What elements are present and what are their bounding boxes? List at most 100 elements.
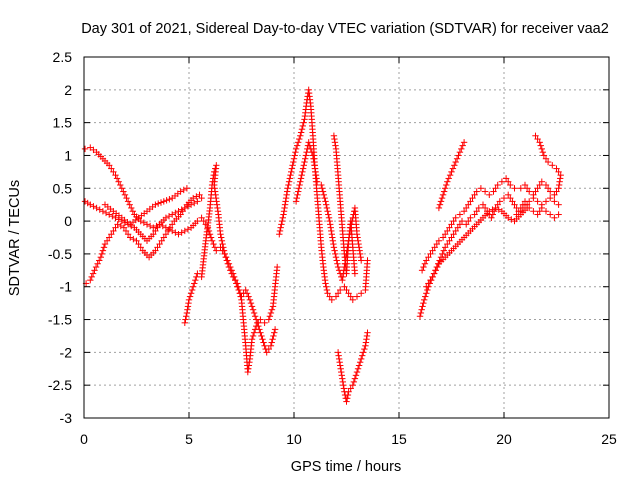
data-point-marker xyxy=(186,293,194,300)
data-point-marker xyxy=(446,237,453,244)
data-point-marker xyxy=(331,135,338,143)
x-tick-label: 20 xyxy=(496,431,512,447)
series-track-a xyxy=(81,144,209,238)
data-point-marker xyxy=(465,201,472,208)
data-point-marker xyxy=(354,234,361,241)
data-point-marker xyxy=(307,145,314,153)
data-point-marker xyxy=(258,332,265,340)
data-point-marker xyxy=(250,329,258,336)
data-point-marker xyxy=(477,185,485,192)
data-point-marker xyxy=(313,178,321,185)
data-point-marker xyxy=(532,188,539,195)
data-point-marker xyxy=(458,145,465,153)
data-point-marker xyxy=(551,214,558,222)
data-point-marker xyxy=(183,309,191,317)
data-point-marker xyxy=(235,286,242,294)
y-axis-label: SDTVAR / TECUs xyxy=(7,180,23,296)
data-point-marker xyxy=(438,194,446,202)
data-point-marker xyxy=(345,388,352,395)
data-point-marker xyxy=(256,326,263,333)
y-tick-label: -0.5 xyxy=(48,246,72,262)
data-point-marker xyxy=(536,208,543,215)
data-point-marker xyxy=(98,250,106,258)
data-point-marker xyxy=(135,240,142,248)
data-point-marker xyxy=(542,198,550,205)
data-point-marker xyxy=(156,240,163,248)
data-point-marker xyxy=(276,231,283,238)
data-point-marker xyxy=(343,398,350,405)
data-point-marker xyxy=(224,257,231,264)
data-point-marker xyxy=(152,227,159,235)
data-point-marker xyxy=(351,375,359,382)
series-track-d xyxy=(101,185,191,228)
data-point-marker xyxy=(435,204,443,212)
y-tick-label: 0 xyxy=(64,213,72,229)
data-point-marker xyxy=(536,139,543,146)
data-point-marker xyxy=(204,224,212,231)
data-point-marker xyxy=(233,280,240,287)
data-point-marker xyxy=(481,188,489,195)
data-point-marker xyxy=(181,204,188,212)
data-point-marker xyxy=(245,362,253,369)
data-point-marker xyxy=(155,200,162,207)
data-point-marker xyxy=(268,306,276,313)
data-point-marker xyxy=(329,234,336,241)
data-point-marker xyxy=(324,290,331,297)
data-point-marker xyxy=(331,247,338,254)
data-point-marker xyxy=(433,240,440,248)
data-point-marker xyxy=(523,185,531,192)
data-point-marker xyxy=(331,139,339,146)
data-point-marker xyxy=(283,188,291,195)
data-point-marker xyxy=(463,204,470,212)
data-point-marker xyxy=(301,158,308,166)
data-point-marker xyxy=(494,201,501,208)
data-point-marker xyxy=(345,290,352,297)
data-point-marker xyxy=(418,267,426,274)
data-point-marker xyxy=(265,345,272,353)
data-point-marker xyxy=(358,290,365,297)
data-point-marker xyxy=(248,336,256,343)
data-point-marker xyxy=(88,273,95,281)
data-point-marker xyxy=(534,211,541,218)
data-point-marker xyxy=(492,185,499,192)
data-point-marker xyxy=(249,332,257,340)
data-point-marker xyxy=(323,283,330,290)
data-point-marker xyxy=(448,221,455,228)
data-point-marker xyxy=(92,263,100,271)
data-point-marker xyxy=(530,208,537,215)
data-point-marker xyxy=(313,175,320,182)
data-point-marker xyxy=(97,253,104,261)
chart-title: Day 301 of 2021, Sidereal Day-to-day VTE… xyxy=(81,21,609,37)
data-point-marker xyxy=(259,336,266,343)
data-point-marker xyxy=(285,178,293,185)
data-point-marker xyxy=(523,201,531,208)
data-point-marker xyxy=(555,185,562,192)
data-point-marker xyxy=(288,165,296,172)
data-point-marker xyxy=(123,194,130,202)
data-point-marker xyxy=(356,247,363,254)
data-point-marker xyxy=(459,142,466,149)
data-point-marker xyxy=(505,178,512,185)
data-point-marker xyxy=(225,260,233,267)
data-point-marker xyxy=(340,381,347,389)
data-point-marker xyxy=(124,198,132,205)
data-point-marker xyxy=(281,204,288,212)
y-tick-label: 0.5 xyxy=(53,180,73,196)
data-point-marker xyxy=(551,198,558,205)
data-point-marker xyxy=(312,168,319,176)
data-point-marker xyxy=(133,237,140,244)
data-point-marker xyxy=(423,283,430,290)
data-point-marker xyxy=(420,299,427,307)
data-point-marker xyxy=(521,198,529,205)
data-point-marker xyxy=(334,349,342,356)
data-point-marker xyxy=(253,316,260,323)
data-point-marker xyxy=(338,368,345,376)
data-point-marker xyxy=(112,224,119,231)
data-point-marker xyxy=(117,181,124,189)
data-point-marker xyxy=(490,188,497,195)
data-point-marker xyxy=(286,175,293,182)
data-point-marker xyxy=(293,142,301,149)
data-point-marker xyxy=(87,276,94,284)
data-point-marker xyxy=(555,168,562,176)
data-point-marker xyxy=(502,175,510,182)
